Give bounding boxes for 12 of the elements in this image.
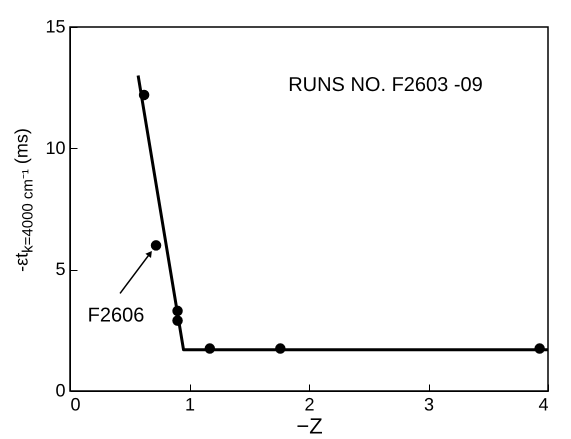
x-axis-title: −Z <box>296 414 323 438</box>
x-tick-label: 0 <box>70 394 81 414</box>
y-tick-label: 10 <box>45 138 66 158</box>
x-tick-label: 4 <box>538 394 548 414</box>
x-tick-label: 2 <box>304 394 315 414</box>
x-tick-label: 3 <box>424 394 434 414</box>
y-tick-label: 0 <box>55 380 66 400</box>
annotation: F2606 <box>88 304 144 326</box>
y-tick-label: 5 <box>55 259 66 280</box>
y-tick-label: 15 <box>45 16 66 36</box>
annotation: RUNS NO. F2603 -09 <box>288 74 483 96</box>
x-tick-label: 1 <box>184 394 196 414</box>
